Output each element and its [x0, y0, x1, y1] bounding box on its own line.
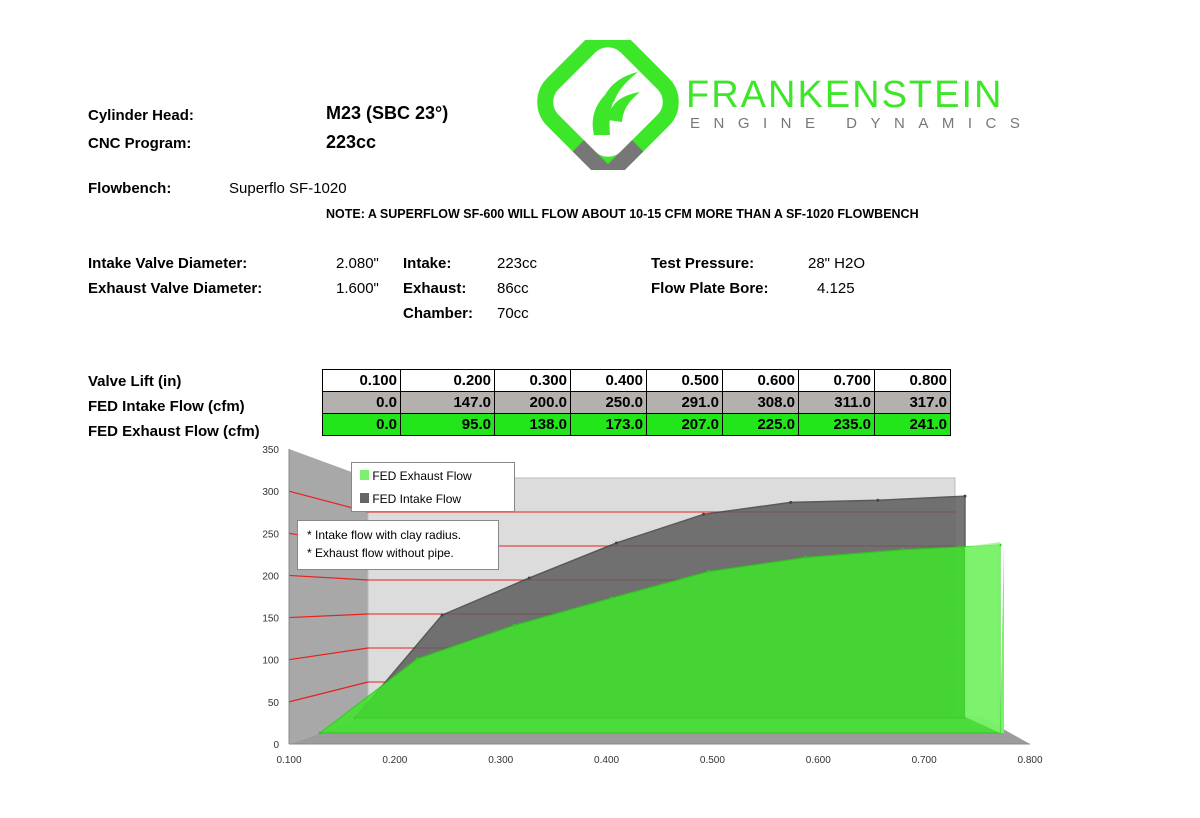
y-tick-label: 200: [262, 571, 279, 582]
series-exhaust-point: [901, 548, 905, 552]
table-cell-exhaust: 207.0: [646, 413, 723, 436]
series-intake-point: [614, 541, 618, 545]
legend-label-exhaust: FED Exhaust Flow: [372, 469, 472, 483]
table-row-intake: 0.0 147.0 200.0 250.0 291.0 308.0 311.0 317.0: [322, 391, 951, 414]
x-tick-label: 0.300: [488, 755, 513, 766]
y-tick-label: 50: [268, 698, 280, 709]
table-cell-intake: 147.0: [400, 391, 495, 414]
y-tick-label: 100: [262, 656, 279, 667]
series-exhaust-point: [707, 570, 711, 574]
gridline-side: [288, 681, 369, 703]
gridline-side: [288, 613, 369, 619]
row-label-intake: FED Intake Flow (cfm): [88, 398, 245, 415]
legend-item-intake: FED Intake Flow: [360, 492, 461, 506]
table-cell-intake: 200.0: [494, 391, 571, 414]
table-cell-lift: 0.700: [798, 369, 875, 392]
series-exhaust-point: [318, 731, 322, 735]
x-tick-label: 0.200: [382, 755, 407, 766]
table-cell-exhaust: 138.0: [494, 413, 571, 436]
test-pressure-label: Test Pressure:: [651, 255, 755, 272]
x-tick-label: 0.100: [276, 755, 301, 766]
gridline-side: [288, 574, 369, 581]
exhaust-valve-label: Exhaust Valve Diameter:: [88, 280, 263, 297]
chart-legend: FED Exhaust Flow FED Intake Flow: [351, 462, 515, 512]
chamber-volume-label: Chamber:: [403, 305, 474, 322]
cylinder-head-label: Cylinder Head:: [88, 107, 194, 124]
flow-plate-bore-value: 4.125: [817, 280, 855, 297]
table-cell-exhaust: 241.0: [874, 413, 951, 436]
series-exhaust-side: [1000, 543, 1004, 733]
chamber-volume-value: 70cc: [497, 305, 529, 322]
table-cell-exhaust: 0.0: [322, 413, 401, 436]
series-intake-point: [702, 512, 706, 516]
table-row-lift: 0.100 0.200 0.300 0.400 0.500 0.600 0.700 0.800: [322, 369, 951, 392]
gridline-side: [288, 647, 369, 661]
table-cell-lift: 0.200: [400, 369, 495, 392]
table-cell-exhaust: 225.0: [722, 413, 799, 436]
table-cell-exhaust: 95.0: [400, 413, 495, 436]
table-cell-lift: 0.500: [646, 369, 723, 392]
x-tick-label: 0.700: [912, 755, 937, 766]
y-tick-label: 0: [273, 740, 279, 751]
y-tick-label: 250: [262, 529, 279, 540]
flowbench-value: Superflo SF-1020: [229, 180, 347, 197]
table-row-exhaust: 0.0 95.0 138.0 173.0 207.0 225.0 235.0 241.0: [322, 413, 951, 436]
company-logo: FRANKENSTEIN ENGINE DYNAMICS: [528, 31, 1073, 187]
x-tick-label: 0.400: [594, 755, 619, 766]
cylinder-head-value: M23 (SBC 23°): [326, 103, 449, 123]
chart-annotation-box: * Intake flow with clay radius. * Exhaus…: [297, 520, 499, 570]
annotation-exhaust: * Exhaust flow without pipe.: [307, 546, 454, 560]
logo-name: FRANKENSTEIN: [686, 74, 1004, 116]
table-cell-intake: 250.0: [570, 391, 647, 414]
row-label-lift: Valve Lift (in): [88, 373, 182, 390]
legend-swatch-exhaust: [360, 470, 369, 480]
flowbench-note: NOTE: A SUPERFLOW SF-600 WILL FLOW ABOUT…: [326, 207, 919, 221]
table-cell-intake: 291.0: [646, 391, 723, 414]
series-exhaust-point: [415, 657, 419, 661]
logo-tagline: ENGINE DYNAMICS: [690, 115, 1034, 132]
flow-data-table: 0.100 0.200 0.300 0.400 0.500 0.600 0.700 0.800…: [322, 369, 951, 436]
exhaust-valve-value: 1.600": [336, 280, 379, 297]
series-exhaust-end: [965, 542, 1000, 733]
annotation-intake: * Intake flow with clay radius.: [307, 528, 462, 542]
cnc-program-label: CNC Program:: [88, 135, 192, 152]
table-cell-exhaust: 173.0: [570, 413, 647, 436]
y-tick-label: 150: [262, 614, 279, 625]
table-cell-exhaust: 235.0: [798, 413, 875, 436]
series-exhaust-point: [609, 596, 613, 600]
series-intake-point: [527, 576, 531, 580]
exhaust-volume-label: Exhaust:: [403, 280, 467, 297]
x-tick-label: 0.500: [700, 755, 725, 766]
x-tick-label: 0.600: [806, 755, 831, 766]
intake-volume-value: 223cc: [497, 255, 538, 272]
table-cell-lift: 0.400: [570, 369, 647, 392]
x-tick-label: 0.800: [1017, 755, 1042, 766]
intake-volume-label: Intake:: [403, 255, 452, 272]
series-intake-point: [440, 613, 444, 617]
row-label-exhaust: FED Exhaust Flow (cfm): [88, 423, 260, 440]
cnc-program-value: 223cc: [326, 132, 377, 152]
y-tick-label: 300: [262, 487, 279, 498]
table-cell-lift: 0.800: [874, 369, 951, 392]
y-tick-label: 350: [262, 445, 279, 456]
intake-valve-value: 2.080": [336, 255, 379, 272]
series-exhaust-point: [804, 556, 808, 559]
series-intake-point: [789, 500, 793, 504]
flow-plate-bore-label: Flow Plate Bore:: [651, 280, 769, 297]
exhaust-volume-value: 86cc: [497, 280, 529, 297]
test-pressure-value: 28" H2O: [808, 255, 866, 272]
legend-item-exhaust: FED Exhaust Flow: [360, 469, 472, 483]
flowbench-label: Flowbench:: [88, 180, 172, 197]
series-exhaust-point: [512, 623, 516, 627]
intake-valve-label: Intake Valve Diameter:: [88, 255, 248, 272]
legend-swatch-intake: [360, 493, 369, 503]
series-intake-point: [963, 494, 967, 498]
series-intake-point: [876, 498, 880, 502]
legend-label-intake: FED Intake Flow: [372, 492, 462, 506]
